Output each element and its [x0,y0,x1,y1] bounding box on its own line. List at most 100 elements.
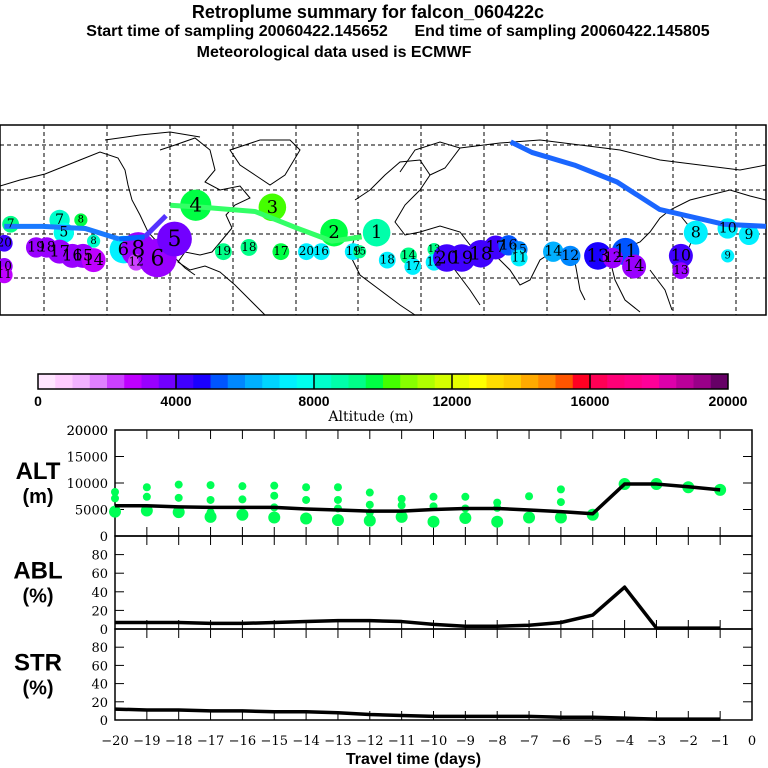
altitude-point [111,494,119,503]
y-tick-label: 40 [91,678,108,693]
coastline-segment [159,137,251,229]
colorbar-swatch [296,374,315,389]
altitude-point [111,488,119,497]
plume-cluster [272,243,290,261]
plume-cluster [378,251,396,269]
plume-cluster [0,234,13,252]
altitude-point [554,511,567,524]
cluster-day-label: 19 [346,244,361,258]
cluster-day-label: 8 [131,238,145,263]
altitude-point [236,508,249,521]
panel-frame [114,535,753,630]
x-tick-label: −2 [679,734,698,749]
series-line-str [114,707,721,721]
cluster-day-label: 20 [0,236,12,250]
altitude-point [206,481,215,490]
altitude-point [206,495,215,504]
cluster-day-label: 14 [624,256,644,275]
cluster-day-label: 15 [353,246,366,257]
plume-cluster [352,245,367,259]
x-tick-label: −5 [583,734,602,749]
colorbar-swatch [383,374,401,389]
altitude-point [300,512,313,525]
coastline-segment [354,159,471,246]
cluster-day-label: 18 [380,252,395,266]
x-tick-label: −17 [197,734,224,749]
cluster-day-label: 10 [719,221,737,237]
colorbar-swatch [38,374,56,389]
altitude-point [142,492,151,501]
colorbar-tick-label: 0 [34,393,42,409]
cluster-day-label: 9 [725,251,731,262]
cluster-day-label: 15 [73,246,93,265]
x-tick-label: −12 [356,734,383,749]
colorbar-swatch [365,374,384,389]
plume-cluster [74,213,88,227]
plume-cluster [622,254,647,279]
cluster-day-label: 14 [83,250,103,269]
plume-cluster [362,218,391,247]
cluster-day-label: 13 [586,245,609,266]
altitude-point [395,510,408,523]
altitude-colorbar: 0 4000 8000 12000 16000 20000 [34,373,748,409]
colorbar-swatch [486,374,505,389]
colorbar-swatch [590,374,608,389]
plume-cluster [215,243,232,261]
altitude-point [429,492,438,501]
y-tick-label: 40 [91,586,108,601]
cluster-day-label: 18 [469,243,492,264]
cluster-day-label: 10 [0,259,12,273]
altitude-point [268,511,281,524]
altitude-point [174,480,183,489]
x-tick-label: −3 [647,734,666,749]
altitude-point [461,492,470,501]
x-tick-label: −13 [324,734,351,749]
cluster-day-label: 2 [328,222,339,243]
panel-yunit: (%) [22,678,53,700]
altitude-point [397,501,406,510]
colorbar-swatch [417,374,436,389]
x-tick-label: −15 [261,734,288,749]
plume-cluster [543,241,564,262]
altitude-point [523,511,536,524]
cluster-day-label: 11 [0,267,12,281]
y-tick-label: 15000 [67,451,108,466]
colorbar-tick-label: 20000 [709,393,748,409]
y-tick-label: 60 [91,567,108,582]
altitude-point [427,515,440,528]
x-tick-label: −8 [488,734,507,749]
altitude-point [556,498,565,507]
plume-cluster [240,239,258,256]
altitude-point [365,488,374,497]
altitude-point [333,495,342,504]
cluster-day-label: 19 [216,244,231,258]
cluster-day-label: 12 [129,255,144,269]
altitude-point [238,495,247,504]
plume-cluster [560,245,581,267]
cluster-day-label: 8 [78,215,84,226]
panel-ylabel: ALT [16,458,61,485]
track-na-up [142,214,168,239]
cluster-day-label: 17 [273,244,288,258]
y-tick-label: 0 [100,530,108,545]
cluster-day-label: 12 [561,248,579,264]
altitude-point [238,482,247,491]
y-tick-label: 10000 [67,477,108,492]
colorbar-swatch [141,374,160,389]
plume-cluster [81,248,106,273]
y-tick-label: 20 [91,696,108,711]
map-frame [0,124,767,316]
cluster-day-label: 16 [62,246,82,265]
colorbar-swatch [710,374,729,389]
colorbar-swatch [607,374,625,389]
cluster-day-label: 10 [671,246,691,265]
altitude-point [525,492,534,501]
altitude-point [491,515,504,528]
altitude-point [302,495,311,504]
cluster-day-label: 9 [745,227,754,243]
y-tick-label: 80 [91,641,108,656]
